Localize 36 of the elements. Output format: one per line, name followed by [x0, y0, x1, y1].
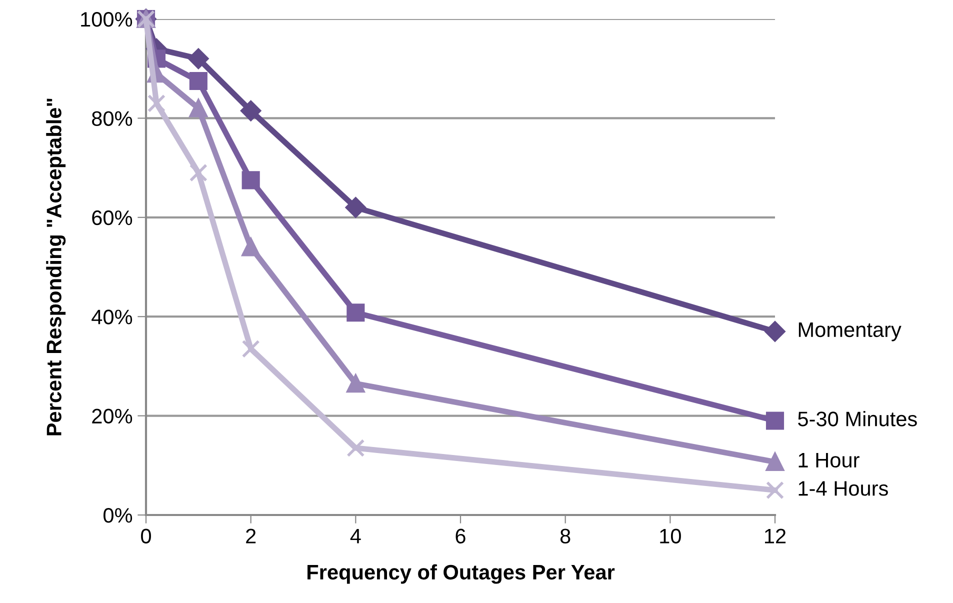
point [766, 481, 784, 500]
series-label: 1-4 Hours [798, 481, 888, 496]
x-tick-label: 8 [560, 528, 570, 544]
y-tick-label: 20% [92, 408, 132, 424]
point [346, 439, 365, 458]
series-label: Momentary [798, 322, 902, 342]
x-tick-label: 6 [456, 528, 466, 544]
y-tick-label: 100% [81, 12, 132, 27]
point [346, 374, 365, 393]
point [147, 94, 166, 112]
series-label: 5-30 Minutes [798, 411, 917, 426]
point [242, 238, 260, 256]
point [189, 164, 208, 182]
x-tick-label: 12 [765, 528, 786, 544]
x-tick-label: 2 [246, 528, 256, 544]
x-tick-label: 0 [141, 528, 151, 544]
y-tick-label: 40% [92, 310, 132, 324]
point [242, 340, 260, 358]
point [189, 99, 208, 118]
point [766, 412, 784, 430]
series-label: 1 Hour [798, 452, 860, 468]
y-tick-label: 60% [92, 210, 132, 226]
point [766, 452, 784, 471]
point [764, 321, 786, 342]
x-tick-label: 4 [350, 528, 361, 544]
point [346, 304, 365, 322]
y-axis-title: Percent Responding "Acceptable" [46, 98, 66, 436]
point [240, 100, 262, 121]
x-tick-label: 10 [660, 528, 681, 544]
point [242, 171, 260, 190]
point [188, 48, 209, 69]
y-tick-label: 0% [104, 508, 132, 523]
point [345, 197, 366, 218]
point [189, 72, 208, 90]
x-axis-title: Frequency of Outages Per Year [308, 564, 615, 584]
y-tick-label: 80% [92, 111, 132, 126]
